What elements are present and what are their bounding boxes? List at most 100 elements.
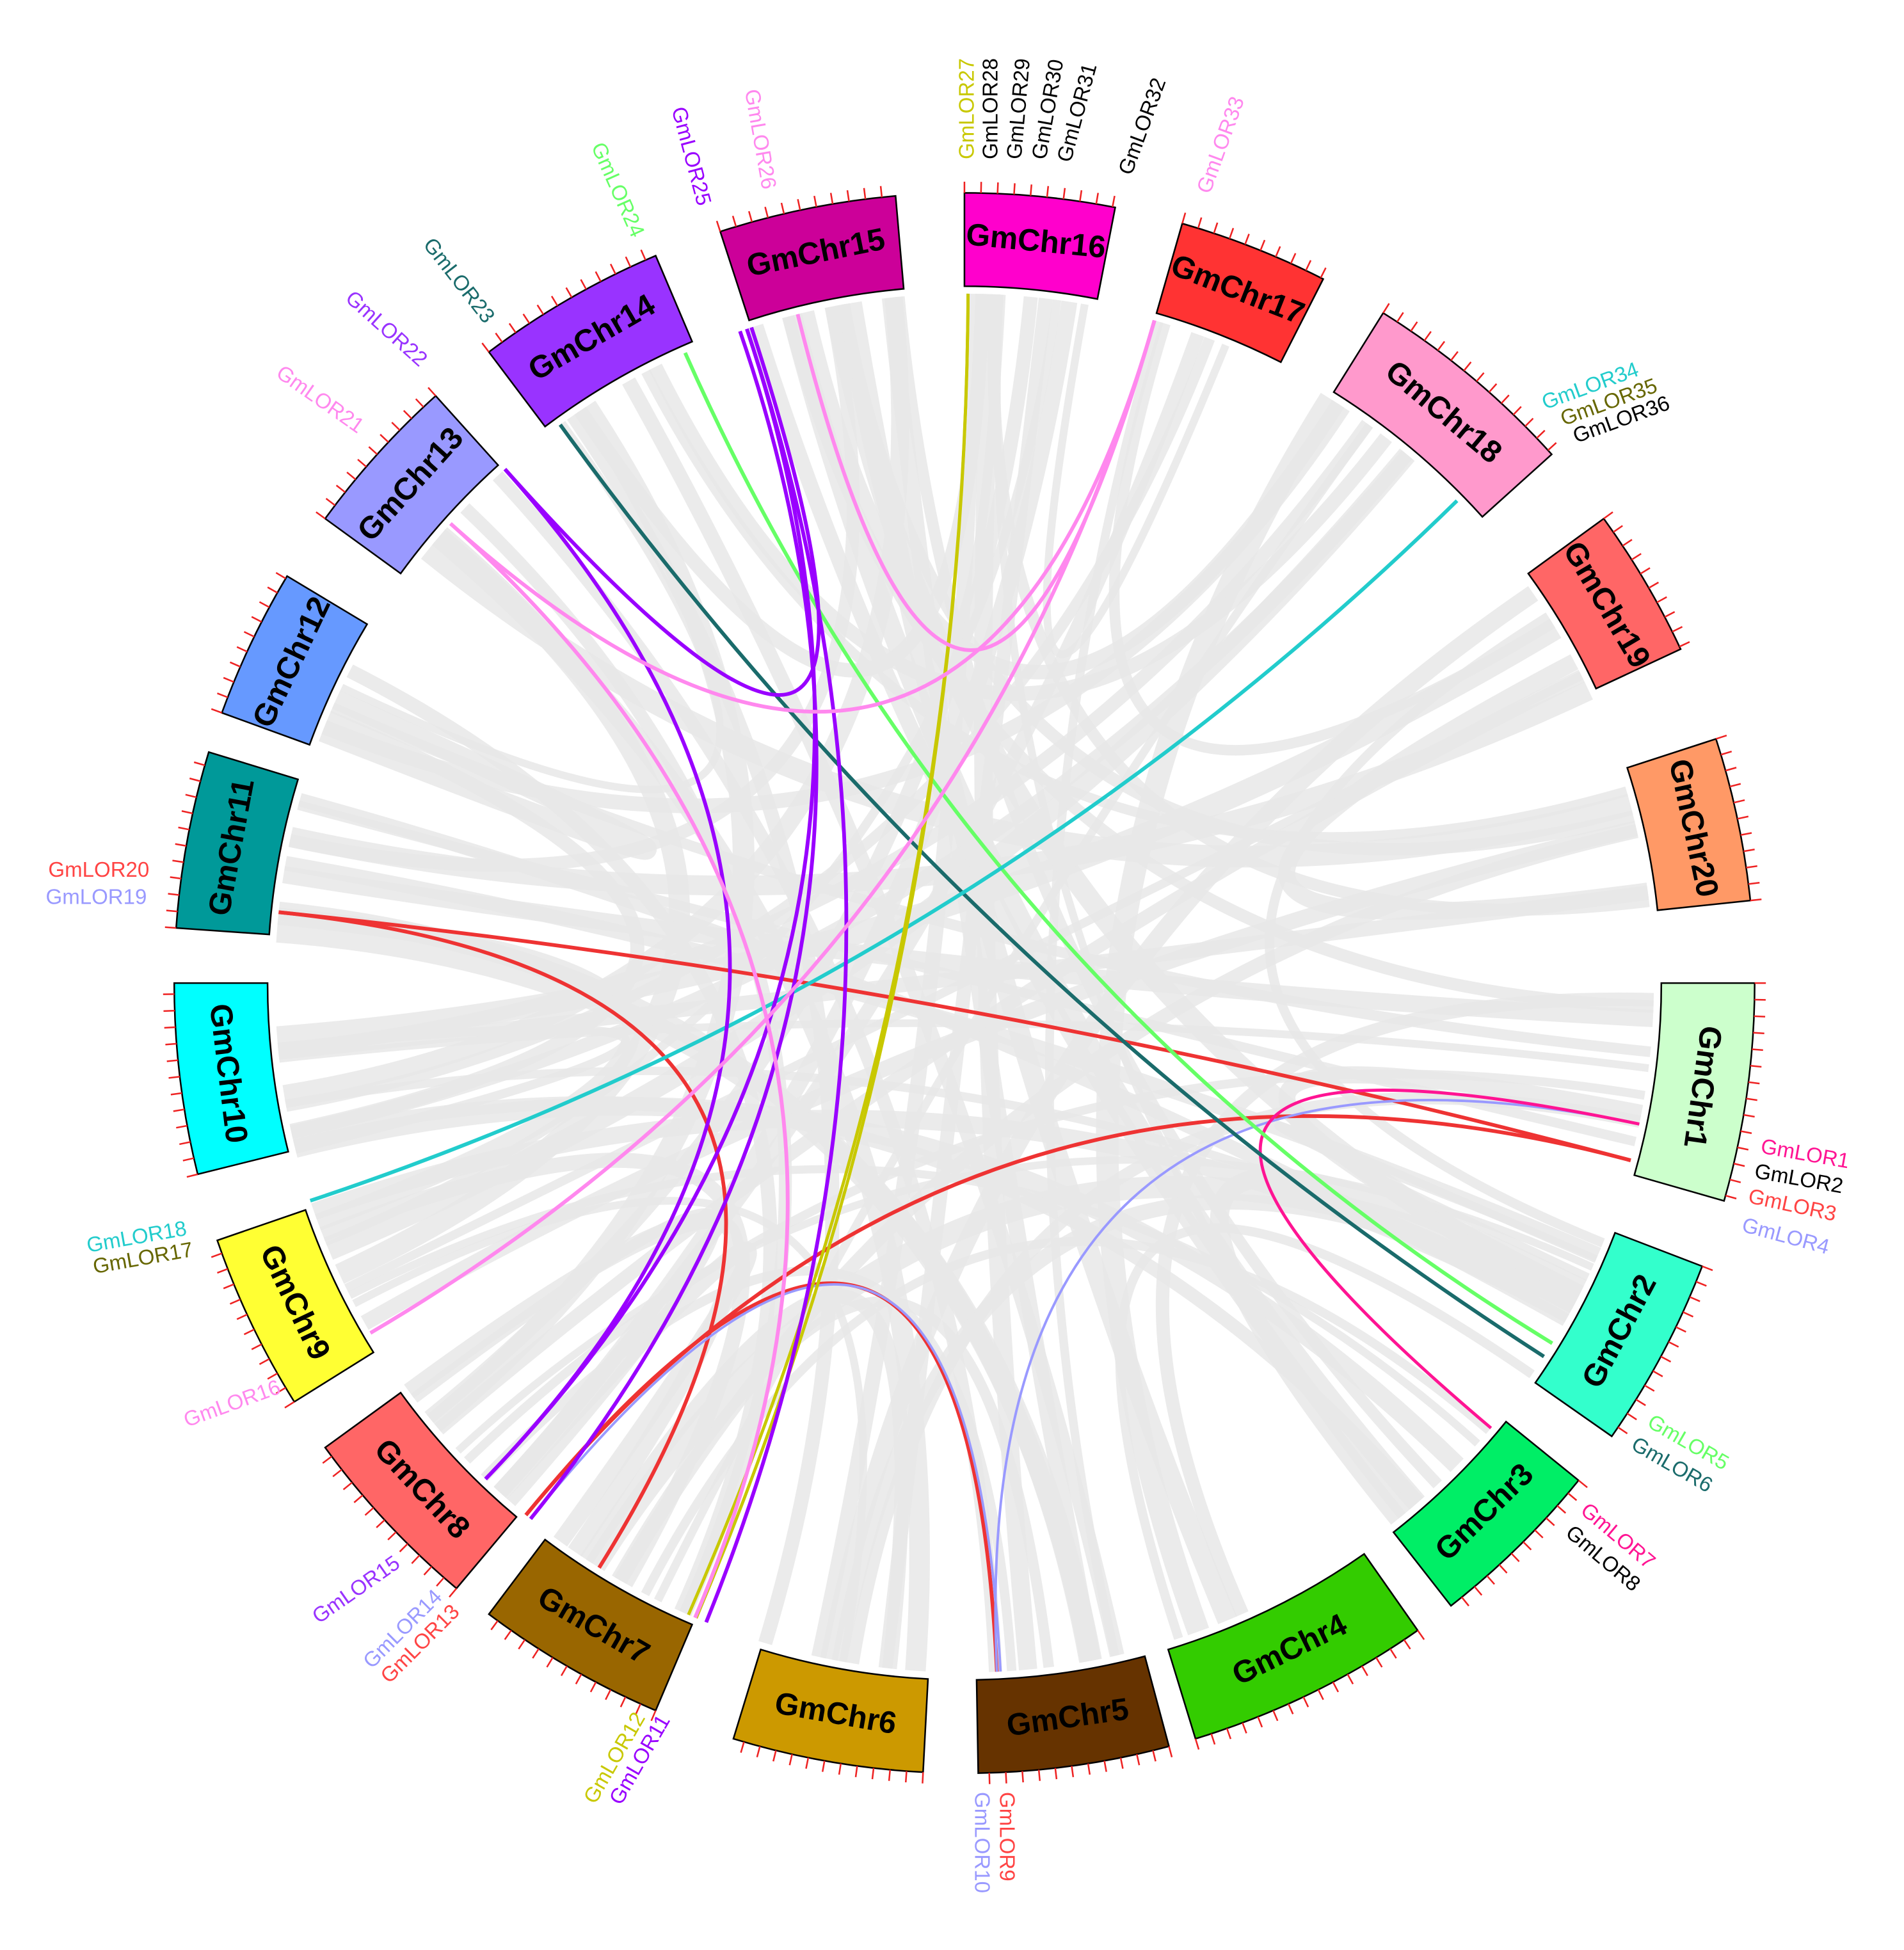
- gene-link: [796, 314, 1156, 652]
- tick: [546, 1657, 554, 1668]
- tick: [1168, 1746, 1173, 1758]
- tick: [185, 794, 197, 799]
- tick: [740, 1741, 745, 1753]
- tick: [481, 342, 490, 353]
- tick: [170, 1092, 182, 1096]
- tick: [259, 601, 270, 608]
- tick: [1005, 1772, 1007, 1784]
- tick: [1228, 228, 1235, 239]
- gene-link: [683, 352, 1553, 1345]
- tick: [508, 323, 516, 333]
- chromosome-box: [488, 254, 694, 428]
- tick: [1676, 1326, 1686, 1333]
- tick: [357, 458, 367, 468]
- tick: [1275, 246, 1281, 257]
- tick: [1534, 1529, 1544, 1538]
- tick: [620, 1696, 627, 1707]
- tick: [1320, 267, 1327, 278]
- tick: [1410, 321, 1418, 332]
- tick: [1750, 898, 1762, 902]
- background-link: [346, 664, 778, 1615]
- gene-label: GmLOR27: [956, 58, 979, 159]
- tick: [1631, 553, 1642, 561]
- tick: [176, 1124, 188, 1129]
- gene-links: [278, 293, 1640, 1672]
- gene-label: GmLOR19: [45, 886, 147, 909]
- gene-label: GmLOR9: [995, 1792, 1018, 1882]
- tick: [1715, 734, 1727, 740]
- tick: [504, 1629, 512, 1640]
- gene-link: [309, 499, 1459, 1203]
- tick: [1733, 1162, 1745, 1167]
- tick: [1087, 1763, 1091, 1775]
- tick: [173, 1108, 185, 1112]
- tick: [1748, 881, 1760, 885]
- tick: [732, 215, 737, 227]
- chromosome-box: [719, 195, 905, 322]
- tick: [423, 1566, 433, 1576]
- tick: [178, 826, 189, 831]
- tick: [1417, 1629, 1425, 1640]
- tick: [922, 1772, 924, 1784]
- tick: [211, 1252, 223, 1258]
- tick: [797, 199, 801, 211]
- tick: [1210, 1733, 1216, 1745]
- tick: [1545, 1517, 1555, 1526]
- tick: [635, 1703, 641, 1714]
- tick: [1729, 783, 1741, 788]
- tick: [267, 1372, 278, 1380]
- tick: [1635, 1398, 1646, 1407]
- tick: [1396, 312, 1404, 323]
- tick: [1244, 234, 1250, 245]
- tick: [316, 511, 326, 520]
- chromosome-box: [221, 575, 369, 746]
- gene-link: [503, 326, 821, 697]
- gene-label: GmLOR25: [667, 104, 716, 208]
- tick: [1095, 193, 1100, 204]
- tick: [332, 1469, 342, 1478]
- tick: [399, 1543, 408, 1553]
- gene-link: [529, 1283, 1002, 1672]
- tick: [229, 1299, 241, 1305]
- tick: [1071, 1766, 1075, 1777]
- tick: [1112, 195, 1116, 207]
- gene-link: [529, 330, 819, 1521]
- tick: [1737, 1146, 1749, 1151]
- tick: [1226, 1728, 1232, 1739]
- chromosome-box: [1626, 737, 1752, 911]
- tick: [387, 1531, 397, 1540]
- tick: [1567, 1492, 1578, 1501]
- tick: [1740, 832, 1752, 836]
- chromosome-box: [175, 751, 300, 936]
- background-link: [1043, 303, 1229, 659]
- tick: [1486, 1575, 1496, 1585]
- tick: [1652, 1370, 1663, 1377]
- tick: [223, 676, 234, 683]
- tick: [1750, 1064, 1762, 1068]
- tick: [325, 498, 336, 506]
- tick: [813, 195, 817, 207]
- tick: [346, 471, 356, 481]
- tick: [1547, 442, 1557, 451]
- tick: [1660, 1355, 1672, 1363]
- tick: [821, 1761, 826, 1772]
- background-link: [404, 1212, 744, 1557]
- tick: [1626, 1412, 1637, 1421]
- tick: [1181, 212, 1187, 224]
- tick: [364, 1506, 374, 1516]
- chromosome-box: [963, 192, 1117, 300]
- tick: [1423, 331, 1432, 341]
- tick: [871, 1768, 875, 1780]
- tick: [1683, 1311, 1694, 1318]
- tick: [1302, 1696, 1309, 1707]
- tick: [1702, 1265, 1713, 1272]
- tick: [217, 692, 228, 698]
- gene-link: [558, 423, 1545, 1359]
- tick: [164, 1026, 176, 1029]
- tick: [1746, 1098, 1757, 1101]
- chromosome-box: [324, 394, 500, 575]
- tick: [229, 661, 241, 667]
- tick: [805, 1757, 810, 1769]
- tick: [1754, 1015, 1766, 1018]
